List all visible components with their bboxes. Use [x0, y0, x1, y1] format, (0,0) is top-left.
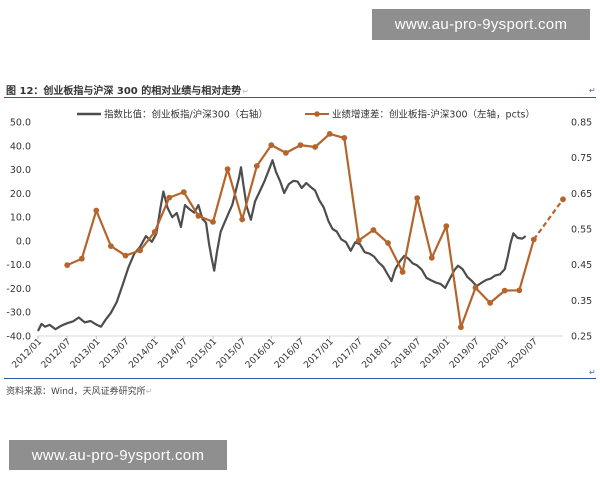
growth-point [458, 324, 464, 331]
left-axis-tick-label: 0.0 [16, 236, 31, 247]
watermark-bottom: www.au-pro-9ysport.com [9, 440, 227, 470]
x-axis-tick-label: 2014/07 [156, 337, 190, 371]
right-axis-tick-label: 0.65 [571, 189, 592, 200]
growth-point [224, 166, 231, 173]
growth-point [64, 262, 71, 268]
growth-point [239, 216, 246, 223]
growth-forecast-point [560, 196, 566, 203]
chart-axes: 50.0 40.0 30.0 20.0 10.0 0.0 -10.0 -20.0 -30.0 -4… [6, 118, 592, 371]
left-axis-tick-label: 40.0 [10, 141, 31, 152]
ratio-line [37, 159, 527, 332]
growth-point [414, 195, 421, 202]
left-axis-tick-label: 50.0 [10, 118, 31, 129]
source-text: 资料来源：Wind，天风证券研究所 [6, 387, 146, 397]
legend-growth-label: 业绩增速差：创业板指-沪深300（左轴，pcts） [332, 109, 535, 121]
x-axis-tick-label: 2016/07 [273, 337, 307, 371]
x-axis-tick-label: 2016/01 [244, 337, 278, 371]
growth-point [283, 150, 289, 156]
legend-ratio-label: 指数比值：创业板指/沪深300（右轴） [104, 109, 268, 121]
x-axis-tick-label: 2012/07 [40, 337, 74, 371]
growth-point [78, 255, 85, 262]
left-axis-tick-label: -40.0 [6, 332, 31, 343]
x-axis-tick-label: 2019/07 [448, 337, 482, 371]
right-axis-tick-label: 0.75 [571, 153, 592, 164]
growth-point [399, 269, 406, 275]
legend-growth-marker [314, 111, 320, 117]
growth-point [326, 131, 333, 137]
x-axis-tick-label: 2020/07 [506, 337, 540, 371]
right-axis-tick-label: 0.45 [571, 260, 592, 271]
left-axis-tick-label: 10.0 [10, 213, 31, 224]
growth-point [487, 300, 493, 306]
x-axis-tick-label: 2013/07 [98, 337, 132, 371]
x-axis-tick-label: 2019/01 [419, 337, 453, 371]
x-axis-tick-label: 2017/07 [331, 337, 365, 371]
growth-point [355, 237, 362, 244]
x-axis-tick-label: 2013/01 [69, 337, 103, 371]
growth-point [166, 194, 173, 201]
growth-point [428, 254, 435, 261]
x-axis-tick-label: 2015/07 [215, 337, 249, 371]
growth-point [108, 243, 114, 250]
growth-point [516, 287, 523, 294]
growth-line [66, 132, 535, 329]
growth-point [312, 144, 318, 150]
growth-point [195, 213, 202, 219]
paragraph-mark-foot: ↵ [589, 368, 596, 377]
left-axis-tick-label: -10.0 [6, 260, 31, 271]
figure-title-text: 图 12：创业板指与沪深 300 的相对业绩与相对走势 [6, 86, 242, 97]
left-axis-tick-label: 30.0 [10, 165, 31, 176]
growth-point [443, 223, 450, 230]
right-axis-tick-label: 0.35 [571, 296, 592, 307]
growth-point [341, 135, 348, 141]
growth-point [501, 287, 508, 294]
growth-point [180, 189, 187, 196]
right-axis-tick-label: 0.55 [571, 225, 592, 236]
watermark-top: www.au-pro-9ysport.com [372, 9, 590, 40]
growth-point [472, 284, 479, 291]
growth-series [64, 131, 566, 331]
growth-forecast-line [532, 198, 564, 241]
growth-point [137, 247, 144, 254]
growth-point [297, 142, 304, 149]
footer-divider [4, 378, 596, 379]
paragraph-mark: ↵ [242, 87, 249, 96]
growth-point [151, 229, 158, 235]
chart: 指数比值：创业板指/沪深300（右轴） 业绩增速差：创业板指-沪深300（左轴，… [6, 109, 592, 371]
left-axis-tick-label: -30.0 [6, 308, 31, 319]
growth-point [268, 142, 275, 149]
growth-point [530, 236, 537, 243]
left-axis-tick-label: -20.0 [6, 284, 31, 295]
source-paragraph-mark: ↵ [145, 387, 153, 396]
left-axis-tick-label: 20.0 [10, 189, 31, 200]
paragraph-mark-right: ↵ [589, 86, 596, 95]
x-axis-tick-label: 2018/07 [390, 337, 424, 371]
x-axis-tick-label: 2015/01 [186, 337, 220, 371]
growth-point [370, 227, 377, 233]
growth-point [385, 240, 391, 246]
x-axis-tick-label: 2014/01 [127, 337, 161, 371]
growth-point [122, 252, 129, 259]
title-divider [4, 97, 596, 98]
growth-point [93, 207, 100, 214]
chart-legend: 指数比值：创业板指/沪深300（右轴） 业绩增速差：创业板指-沪深300（左轴，… [77, 109, 535, 121]
growth-point [210, 219, 216, 225]
growth-point [253, 163, 260, 169]
right-axis-tick-label: 0.25 [571, 332, 592, 343]
ratio-series [37, 159, 527, 332]
source-note: 资料来源：Wind，天风证券研究所↵ [6, 384, 152, 397]
figure-title: 图 12：创业板指与沪深 300 的相对业绩与相对走势↵ [6, 82, 249, 97]
right-axis-tick-label: 0.85 [571, 118, 592, 129]
x-axis-tick-label: 2017/01 [302, 337, 336, 371]
x-axis-tick-label: 2018/01 [361, 337, 395, 371]
x-axis-tick-label: 2020/01 [477, 337, 511, 371]
